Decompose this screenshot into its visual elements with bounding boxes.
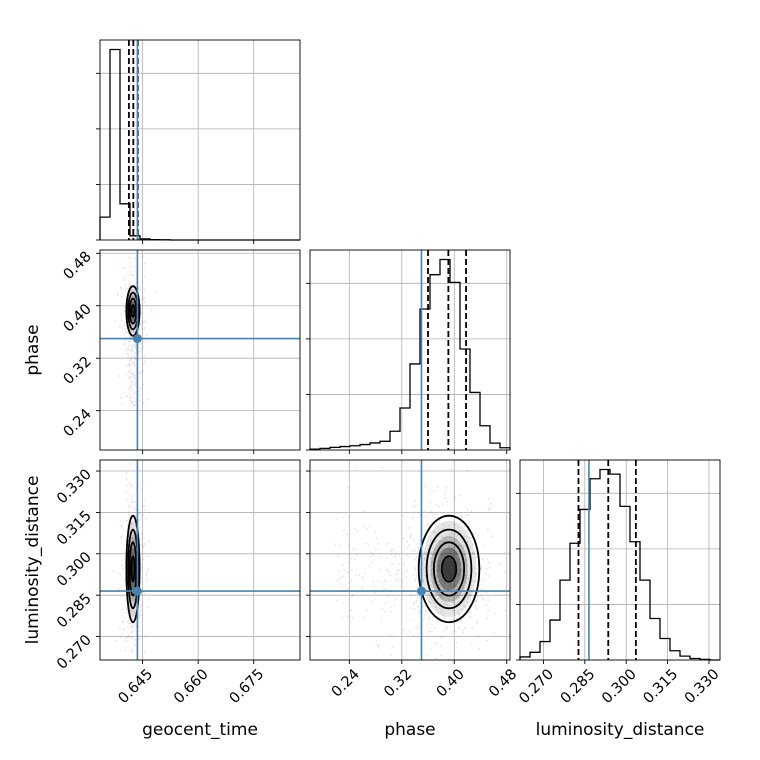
tick-label-y-luminosity_distance: 0.300 (54, 549, 95, 590)
panel-frame-luminosity_distance (519, 459, 721, 661)
tick-label-y-luminosity_distance: 0.270 (54, 632, 95, 673)
panel-frame-geocent_time-luminosity_distance (99, 459, 301, 661)
truth-marker (132, 586, 142, 596)
tick-label-x-phase: 0.40 (434, 666, 468, 700)
histogram-geocent_time (99, 48, 300, 241)
histogram-luminosity_distance (519, 468, 720, 661)
contour-line (425, 528, 473, 610)
tick-label-y-phase: 0.40 (61, 301, 95, 335)
tick-label-x-geocent_time: 0.660 (171, 666, 212, 707)
tick-label-y-luminosity_distance: 0.315 (54, 508, 95, 549)
axis-label-x-geocent_time: geocent_time (142, 720, 258, 740)
tick-label-x-luminosity_distance: 0.330 (682, 666, 723, 707)
joint-panel-phase-luminosity_distance (334, 466, 507, 660)
axis-label-y-phase: phase (23, 324, 43, 375)
contour-line (125, 285, 141, 337)
tick-label-x-luminosity_distance: 0.300 (599, 666, 640, 707)
contour-line (417, 514, 481, 624)
density-level (421, 520, 477, 618)
panel-frame-geocent_time (99, 39, 301, 241)
histogram-phase (309, 258, 511, 450)
contour-line (432, 541, 466, 597)
tick-label-x-geocent_time: 0.675 (227, 666, 268, 707)
tick-label-x-phase: 0.32 (381, 666, 415, 700)
axis-label-y-luminosity_distance: luminosity_distance (23, 476, 43, 645)
tick-label-x-luminosity_distance: 0.285 (558, 666, 599, 707)
tick-label-x-phase: 0.48 (486, 666, 520, 700)
joint-panel-geocent_time-luminosity_distance (112, 460, 150, 660)
panel-frame-phase (309, 249, 511, 451)
truth-marker (416, 586, 426, 596)
truth-marker (132, 334, 142, 344)
axis-label-x-phase: phase (384, 720, 435, 740)
tick-label-y-luminosity_distance: 0.285 (54, 591, 95, 632)
panel-frame-phase-luminosity_distance (309, 459, 511, 661)
contour-line (128, 541, 138, 597)
tick-label-y-luminosity_distance: 0.330 (54, 467, 95, 508)
tick-label-x-geocent_time: 0.645 (116, 666, 157, 707)
panel-frame-geocent_time-phase (99, 249, 301, 451)
tick-label-y-phase: 0.48 (61, 249, 95, 283)
tick-label-y-phase: 0.32 (61, 354, 95, 388)
density-level (430, 535, 468, 602)
sample-points (114, 252, 157, 407)
joint-panel-geocent_time-phase (114, 252, 157, 407)
tick-label-y-phase: 0.24 (61, 406, 95, 440)
density-level (436, 547, 462, 591)
axis-label-x-luminosity_distance: luminosity_distance (536, 720, 705, 740)
contour-line (130, 304, 136, 318)
contour-line (130, 555, 136, 583)
tick-label-x-luminosity_distance: 0.270 (516, 666, 557, 707)
tick-label-x-phase: 0.24 (329, 666, 363, 700)
density-level (442, 557, 456, 581)
tick-label-x-luminosity_distance: 0.315 (641, 666, 682, 707)
contour-line (128, 297, 138, 325)
contour-line (440, 555, 458, 583)
contour-line (125, 514, 141, 624)
